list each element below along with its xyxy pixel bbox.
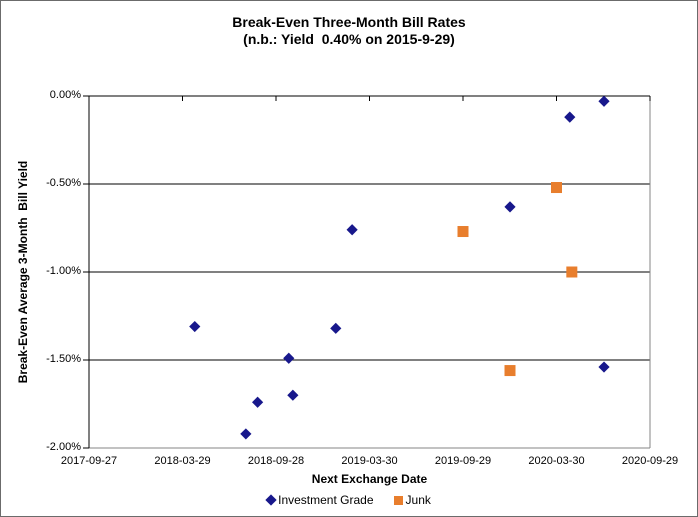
y-tick-label: -1.00%	[46, 265, 81, 277]
x-tick-label: 2018-03-29	[154, 455, 211, 467]
y-tick-label: -1.50%	[46, 353, 81, 365]
data-point-diamond	[240, 428, 252, 440]
chart-title-line1: Break-Even Three-Month Bill Rates	[232, 14, 466, 30]
data-point-diamond	[598, 361, 610, 373]
legend-item: Junk	[393, 493, 431, 507]
data-point-diamond	[346, 224, 358, 236]
data-point-square	[566, 266, 578, 278]
x-tick-label: 2019-03-30	[341, 455, 398, 467]
x-tick-label: 2017-09-27	[60, 455, 118, 467]
legend-square-icon	[393, 495, 403, 505]
legend: Investment Grade Junk	[1, 493, 697, 507]
plot-area	[83, 95, 651, 449]
legend-label: Junk	[405, 493, 431, 507]
legend-diamond-icon	[265, 494, 277, 506]
data-point-diamond	[252, 396, 264, 408]
data-point-square	[504, 365, 516, 377]
data-point-diamond	[564, 111, 576, 123]
y-tick-label: -0.50%	[46, 177, 81, 189]
legend-label: Investment Grade	[278, 493, 374, 507]
x-tick-label: 2019-09-29	[434, 455, 492, 467]
legend-item: Investment Grade	[265, 493, 374, 507]
data-point-diamond	[287, 389, 299, 401]
data-point-diamond	[330, 322, 342, 334]
data-point-diamond	[189, 320, 201, 333]
data-point-diamond	[283, 352, 295, 364]
data-point-diamond	[504, 201, 516, 213]
data-point-square	[551, 182, 562, 194]
chart-title: Break-Even Three-Month Bill Rates (n.b.:…	[1, 14, 697, 48]
data-point-square	[457, 226, 469, 238]
data-point-diamond	[598, 95, 610, 107]
x-tick-label: 2020-09-29	[621, 455, 679, 467]
scatter-plot-svg	[83, 95, 651, 449]
x-axis-title: Next Exchange Date	[311, 472, 428, 486]
y-tick-label: 0.00%	[49, 89, 81, 101]
y-tick-label: -2.00%	[46, 441, 81, 453]
chart-title-line2: (n.b.: Yield 0.40% on 2015-9-29)	[243, 31, 455, 47]
x-tick-label: 2018-09-28	[247, 455, 305, 467]
x-tick-label: 2020-03-30	[528, 455, 585, 467]
